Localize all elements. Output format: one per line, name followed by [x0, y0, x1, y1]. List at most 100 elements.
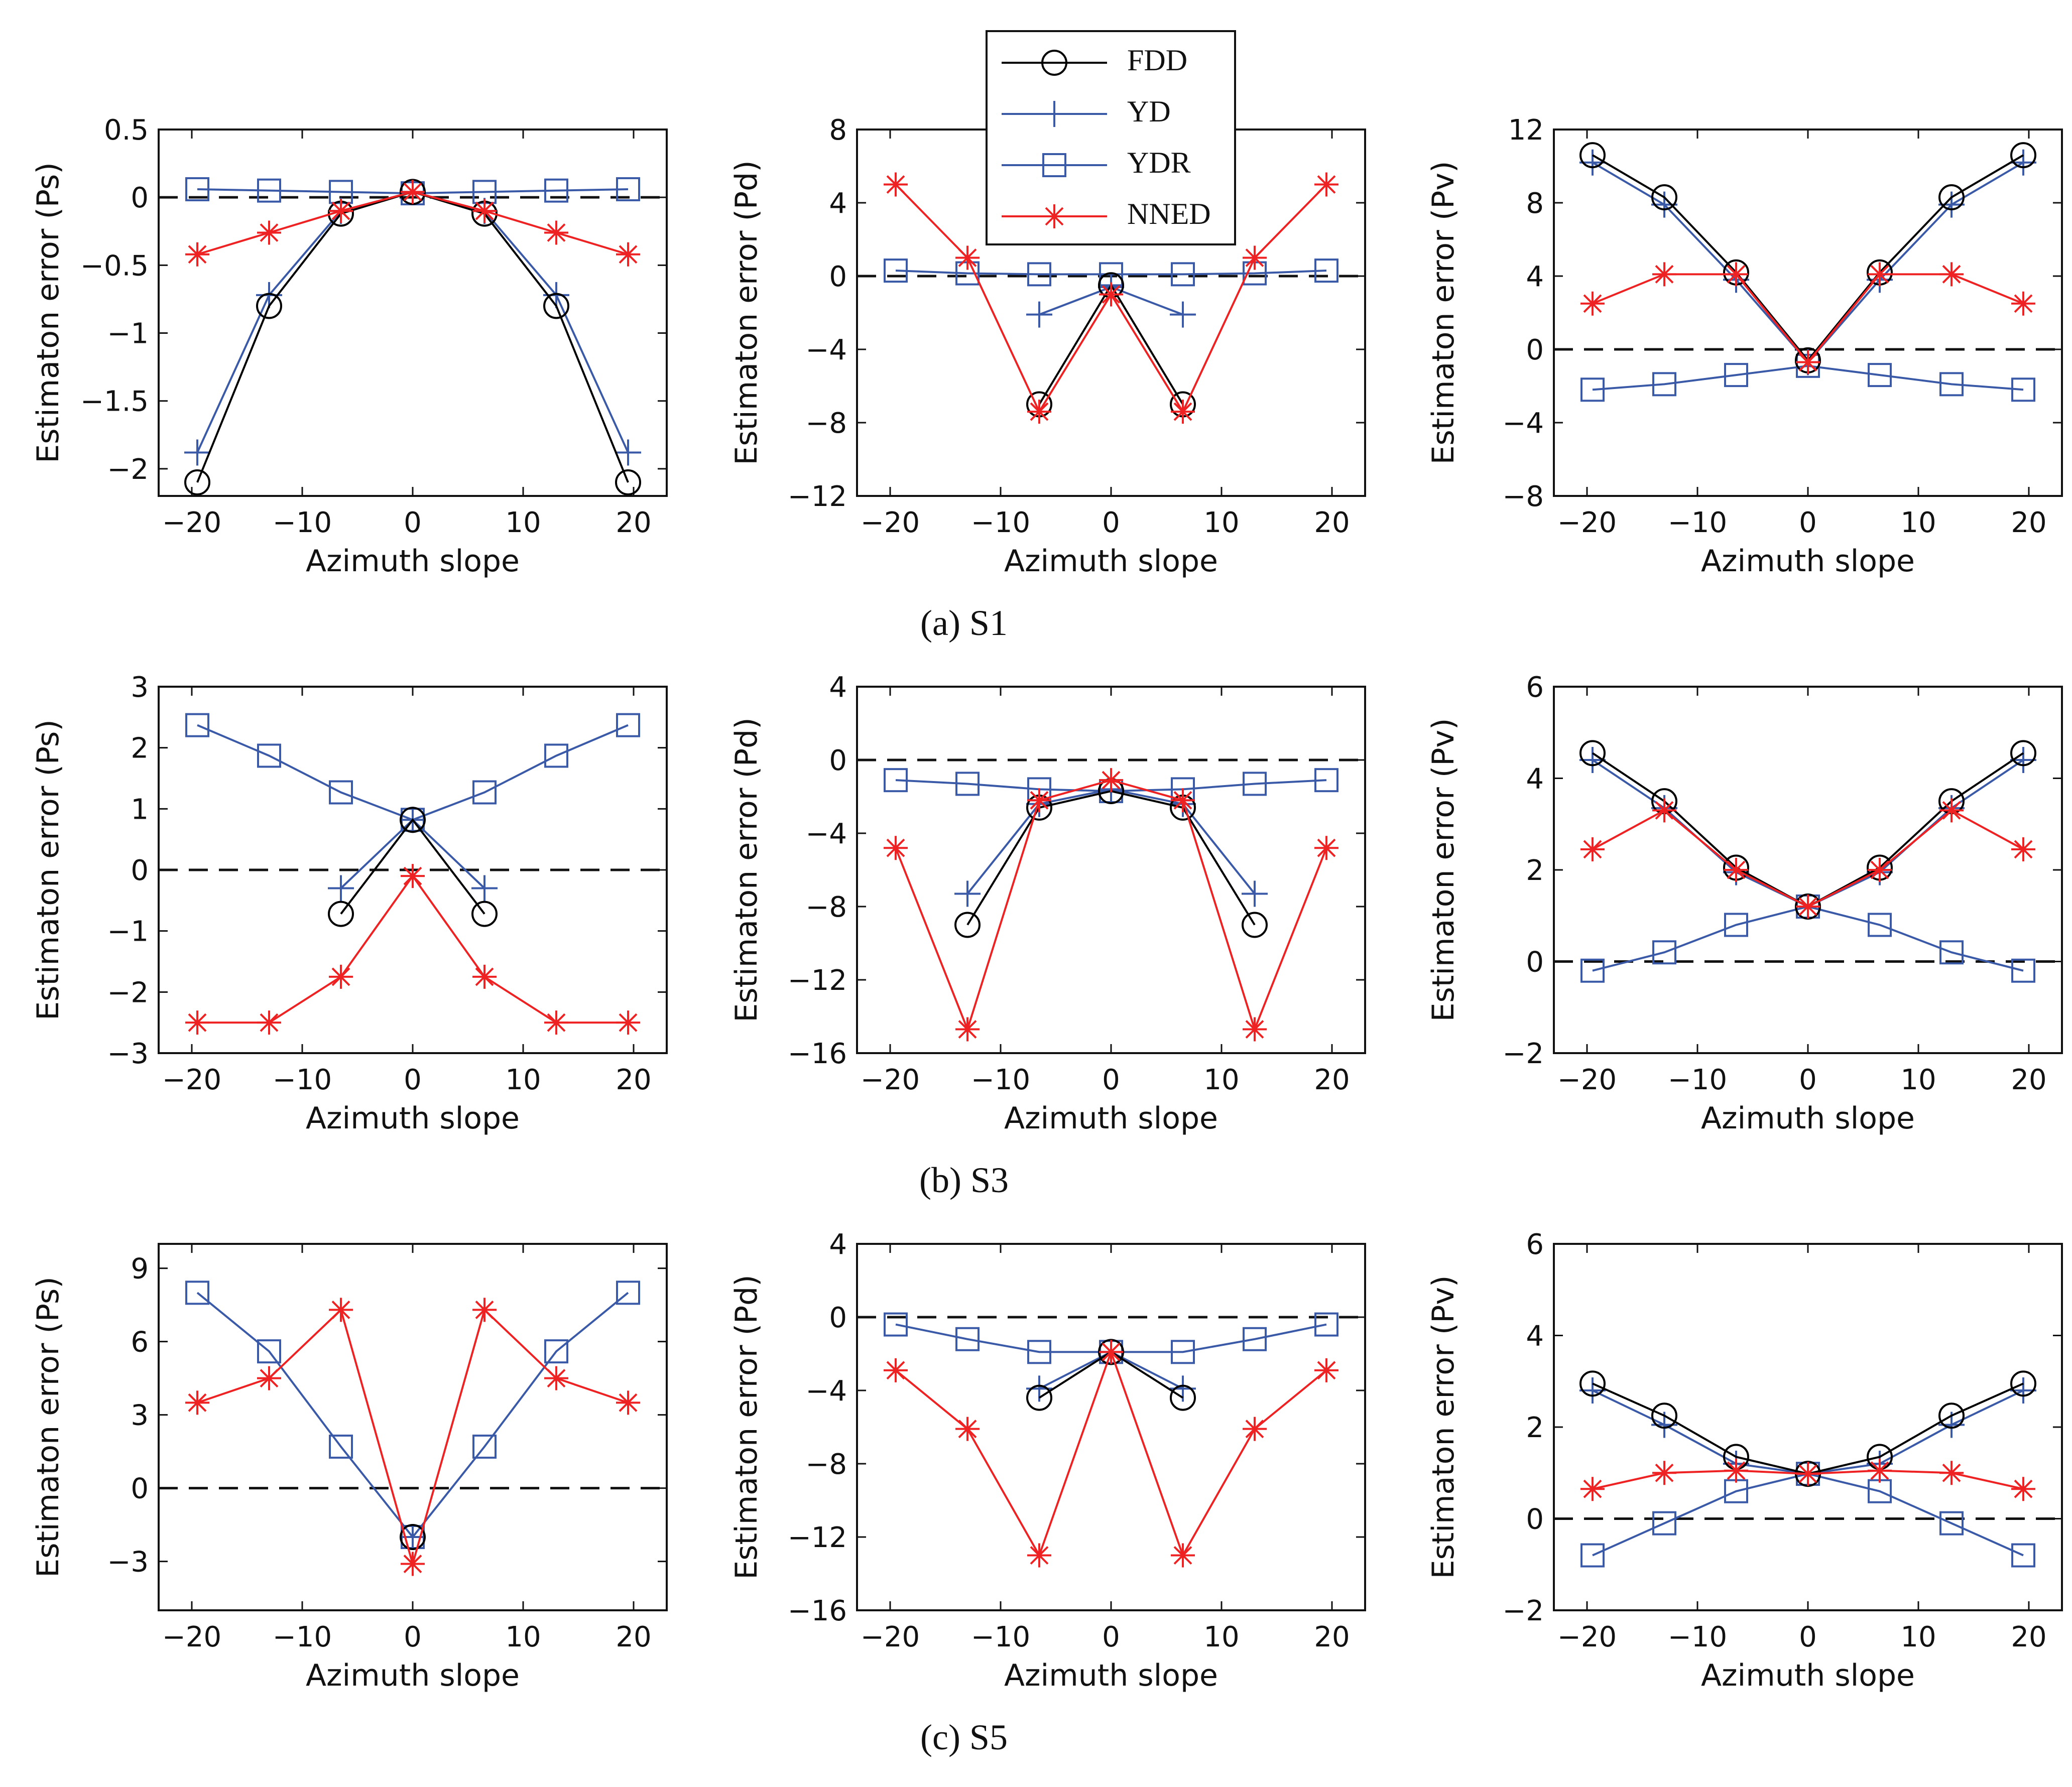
x-tick-label: 20 — [1314, 1621, 1350, 1653]
data-point-ydr — [1939, 372, 1964, 397]
legend-marker-nned — [1042, 204, 1066, 228]
data-point-nned — [1724, 1458, 1748, 1483]
data-point-fdd — [184, 469, 210, 495]
data-point-nned — [472, 1298, 497, 1322]
x-tick-label: 0 — [1799, 506, 1817, 539]
data-point-nned — [329, 1298, 353, 1322]
data-point-ydr — [257, 743, 281, 768]
data-point-nned — [544, 1366, 568, 1390]
data-point-fdd — [954, 912, 981, 938]
x-tick-label: 0 — [1102, 1621, 1120, 1653]
data-point-fdd — [1579, 1370, 1606, 1397]
data-point-nned — [329, 199, 353, 223]
y-tick-label: −3 — [107, 1038, 149, 1070]
data-point-ydr — [1652, 372, 1676, 397]
data-point-ydr — [544, 743, 568, 768]
y-tick-label: 9 — [131, 1253, 149, 1286]
x-tick-label: 0 — [1799, 1621, 1817, 1653]
data-point-nned — [1868, 858, 1892, 882]
data-point-fdd — [256, 293, 282, 319]
x-tick-label: 10 — [1203, 1064, 1239, 1096]
series-nned — [185, 180, 640, 267]
data-point-nned — [955, 245, 980, 270]
x-tick-label: 20 — [2011, 1064, 2046, 1096]
data-point-yd — [184, 439, 210, 466]
y-tick-label: 4 — [1526, 763, 1544, 796]
data-point-fdd — [543, 293, 569, 319]
x-tick-label: 10 — [1203, 506, 1239, 539]
y-tick-label: 6 — [131, 1326, 149, 1359]
x-tick-label: 10 — [1900, 506, 1936, 539]
data-point-fdd — [2010, 1370, 2036, 1397]
series-nned — [185, 1298, 640, 1576]
y-tick-label: −8 — [805, 891, 847, 924]
y-tick-label: −0.5 — [80, 249, 149, 282]
y-axis-label: Estimaton error (Pv) — [1426, 1275, 1461, 1579]
y-tick-label: 2 — [131, 732, 149, 765]
y-tick-label: 6 — [1526, 671, 1544, 704]
x-axis-label: Azimuth slope — [306, 544, 520, 579]
data-point-nned — [1099, 282, 1123, 307]
x-tick-label: −20 — [1557, 1621, 1617, 1653]
panel-s1-pd: −20 −10 0 10 20 8 4 0 −4 −8 −12 Azimuth slope Estima… — [729, 114, 1366, 579]
data-point-yd — [1170, 301, 1196, 328]
data-point-ydr — [884, 1312, 908, 1337]
y-tick-label: 6 — [1526, 1228, 1544, 1261]
data-point-fdd — [328, 901, 354, 927]
data-point-ydr — [1580, 1543, 1605, 1568]
data-point-ydr — [616, 177, 640, 201]
y-axis-label: Estimaton error (Ps) — [31, 162, 66, 463]
data-point-ydr — [257, 178, 281, 203]
y-tick-label: 8 — [1526, 187, 1544, 220]
data-point-ydr — [616, 1281, 640, 1305]
data-point-nned — [1171, 1543, 1195, 1568]
x-tick-label: 20 — [616, 506, 651, 539]
data-point-ydr — [2011, 377, 2035, 402]
data-point-ydr — [1580, 958, 1605, 983]
legend-label-nned: NNED — [1127, 197, 1211, 230]
x-tick-label: −10 — [273, 1064, 332, 1096]
data-point-ydr — [185, 713, 209, 737]
legend-box — [986, 30, 1236, 245]
data-point-nned — [884, 1358, 908, 1382]
panel-s5-pd: −20 −10 0 10 20 4 0 −4 −8 −12 −16 Azimuth slope Esti… — [729, 1228, 1366, 1693]
series-line-fdd — [340, 818, 485, 915]
data-point-nned — [1314, 1358, 1338, 1382]
data-point-nned — [1796, 1462, 1820, 1486]
data-point-nned — [1171, 400, 1195, 424]
y-tick-label: −1.5 — [80, 386, 149, 418]
data-point-ydr — [955, 1327, 980, 1351]
data-point-nned — [616, 1010, 640, 1035]
data-point-nned — [1939, 262, 1964, 287]
data-point-ydr — [472, 1434, 497, 1459]
series-nned — [884, 172, 1338, 424]
data-point-yd — [615, 439, 641, 466]
data-point-ydr — [544, 178, 568, 203]
x-axis-label: Azimuth slope — [1701, 1101, 1915, 1136]
y-tick-label: −16 — [788, 1595, 847, 1627]
x-tick-label: 0 — [1102, 1064, 1120, 1096]
legend-label-yd: YD — [1127, 95, 1171, 128]
data-point-nned — [1243, 1417, 1267, 1441]
data-point-ydr — [1939, 1511, 1964, 1536]
data-point-ydr — [1243, 1327, 1267, 1351]
x-tick-label: 20 — [616, 1064, 651, 1096]
x-tick-label: −10 — [273, 1621, 332, 1653]
x-axis-label: Azimuth slope — [1701, 544, 1915, 579]
x-axis-label: Azimuth slope — [306, 1658, 520, 1693]
data-point-nned — [1868, 262, 1892, 287]
data-point-yd — [1026, 301, 1052, 328]
data-point-nned — [955, 1017, 980, 1042]
data-point-ydr — [884, 259, 908, 283]
data-point-ydr — [2011, 1543, 2035, 1568]
x-tick-label: 20 — [1314, 1064, 1350, 1096]
y-tick-label: −2 — [1502, 1595, 1544, 1627]
row-caption-a: (a) S1 — [920, 603, 1008, 643]
data-point-fdd — [471, 901, 498, 927]
data-point-nned — [2011, 291, 2035, 316]
data-point-nned — [1796, 350, 1820, 374]
row-captions: (a) S1 (b) S3 (c) S5 — [919, 603, 1009, 1757]
x-axis-label: Azimuth slope — [1004, 544, 1218, 579]
